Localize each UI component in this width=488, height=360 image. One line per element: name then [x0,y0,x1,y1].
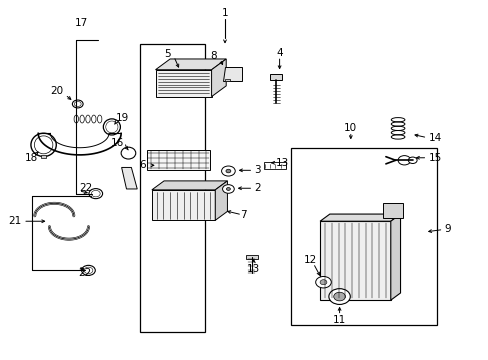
Bar [147,150,210,170]
Bar [383,203,402,218]
Text: 2: 2 [254,183,260,193]
Bar [224,78,229,81]
Text: 1: 1 [221,8,228,18]
Polygon shape [390,214,400,300]
Text: 4: 4 [276,48,283,58]
Circle shape [333,292,345,301]
Circle shape [320,280,326,285]
Circle shape [315,276,330,288]
Text: 13: 13 [276,158,289,168]
Circle shape [397,156,410,165]
Polygon shape [152,181,227,190]
Text: 6: 6 [139,160,145,170]
Text: 22: 22 [79,267,92,278]
Polygon shape [152,190,215,220]
Bar [245,255,257,259]
Text: 21: 21 [8,216,21,226]
Text: 5: 5 [164,49,170,59]
Circle shape [407,157,416,163]
Text: 11: 11 [332,315,346,325]
Circle shape [222,185,234,193]
Text: 9: 9 [444,225,450,234]
Polygon shape [215,181,227,220]
Text: 16: 16 [111,138,124,148]
Text: 13: 13 [246,264,260,274]
Text: 14: 14 [427,133,441,143]
Bar [290,148,436,325]
Polygon shape [320,214,400,221]
Text: 12: 12 [303,255,316,265]
Polygon shape [270,74,282,80]
Polygon shape [155,70,211,96]
Polygon shape [155,59,226,70]
Circle shape [221,166,235,176]
Text: 7: 7 [239,210,246,220]
Polygon shape [122,167,137,189]
Polygon shape [222,67,242,81]
Text: 18: 18 [25,153,38,163]
Bar [41,155,46,158]
Text: 10: 10 [344,123,357,133]
Circle shape [226,188,230,190]
Text: 17: 17 [74,18,87,28]
Text: 20: 20 [50,86,63,96]
Text: 8: 8 [210,51,217,61]
Bar [320,221,390,300]
Bar [264,162,285,169]
Text: 3: 3 [254,165,260,175]
Circle shape [328,289,349,305]
Text: 22: 22 [80,183,93,193]
Polygon shape [211,59,226,96]
Circle shape [225,169,230,173]
Bar [140,44,205,332]
Text: 19: 19 [116,113,129,123]
Text: 15: 15 [427,153,441,163]
